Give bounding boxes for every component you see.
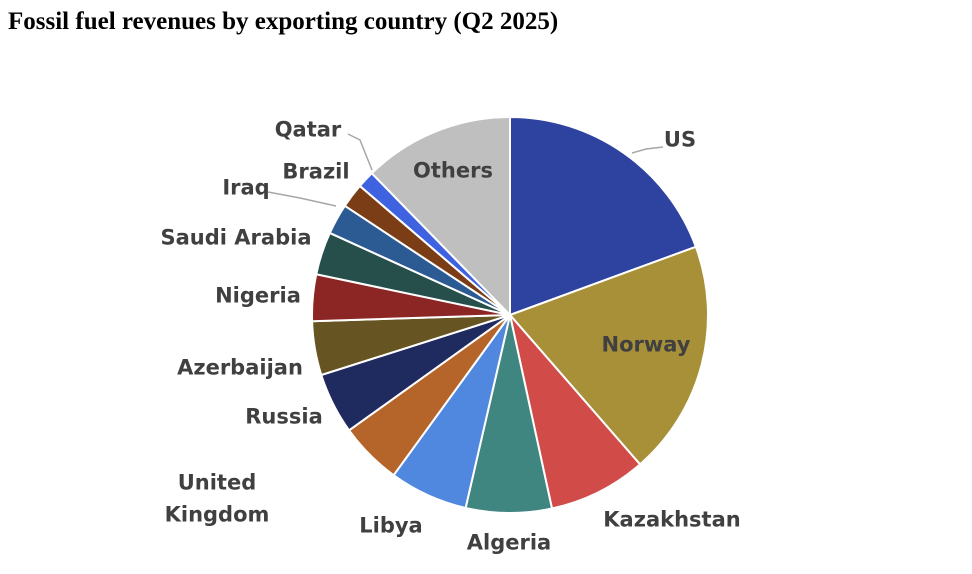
leader-line	[631, 146, 664, 154]
pie-slice	[509, 115, 698, 317]
slice-label: Libya	[359, 513, 423, 538]
slice-label: Brazil	[282, 159, 350, 184]
slice-label: Nigeria	[215, 283, 301, 308]
slice-label: Others	[413, 158, 493, 183]
leader-line	[347, 133, 373, 171]
chart-title: Fossil fuel revenues by exporting countr…	[8, 8, 559, 35]
pie-slice	[508, 245, 709, 466]
slice-label: Norway	[601, 332, 691, 357]
slice-label: US	[663, 127, 697, 152]
slice-label: Saudi Arabia	[160, 225, 312, 250]
slice-label: Iraq	[222, 175, 270, 200]
leader-line	[267, 191, 337, 207]
slice-label: Russia	[245, 404, 323, 429]
slice-label: Azerbaijan	[177, 355, 303, 380]
slice-label: United Kingdom	[164, 470, 270, 527]
slice-label: Qatar	[274, 117, 342, 142]
slice-label: Algeria	[466, 530, 552, 555]
pie-slice	[370, 115, 511, 318]
slice-label: Kazakhstan	[603, 507, 741, 532]
